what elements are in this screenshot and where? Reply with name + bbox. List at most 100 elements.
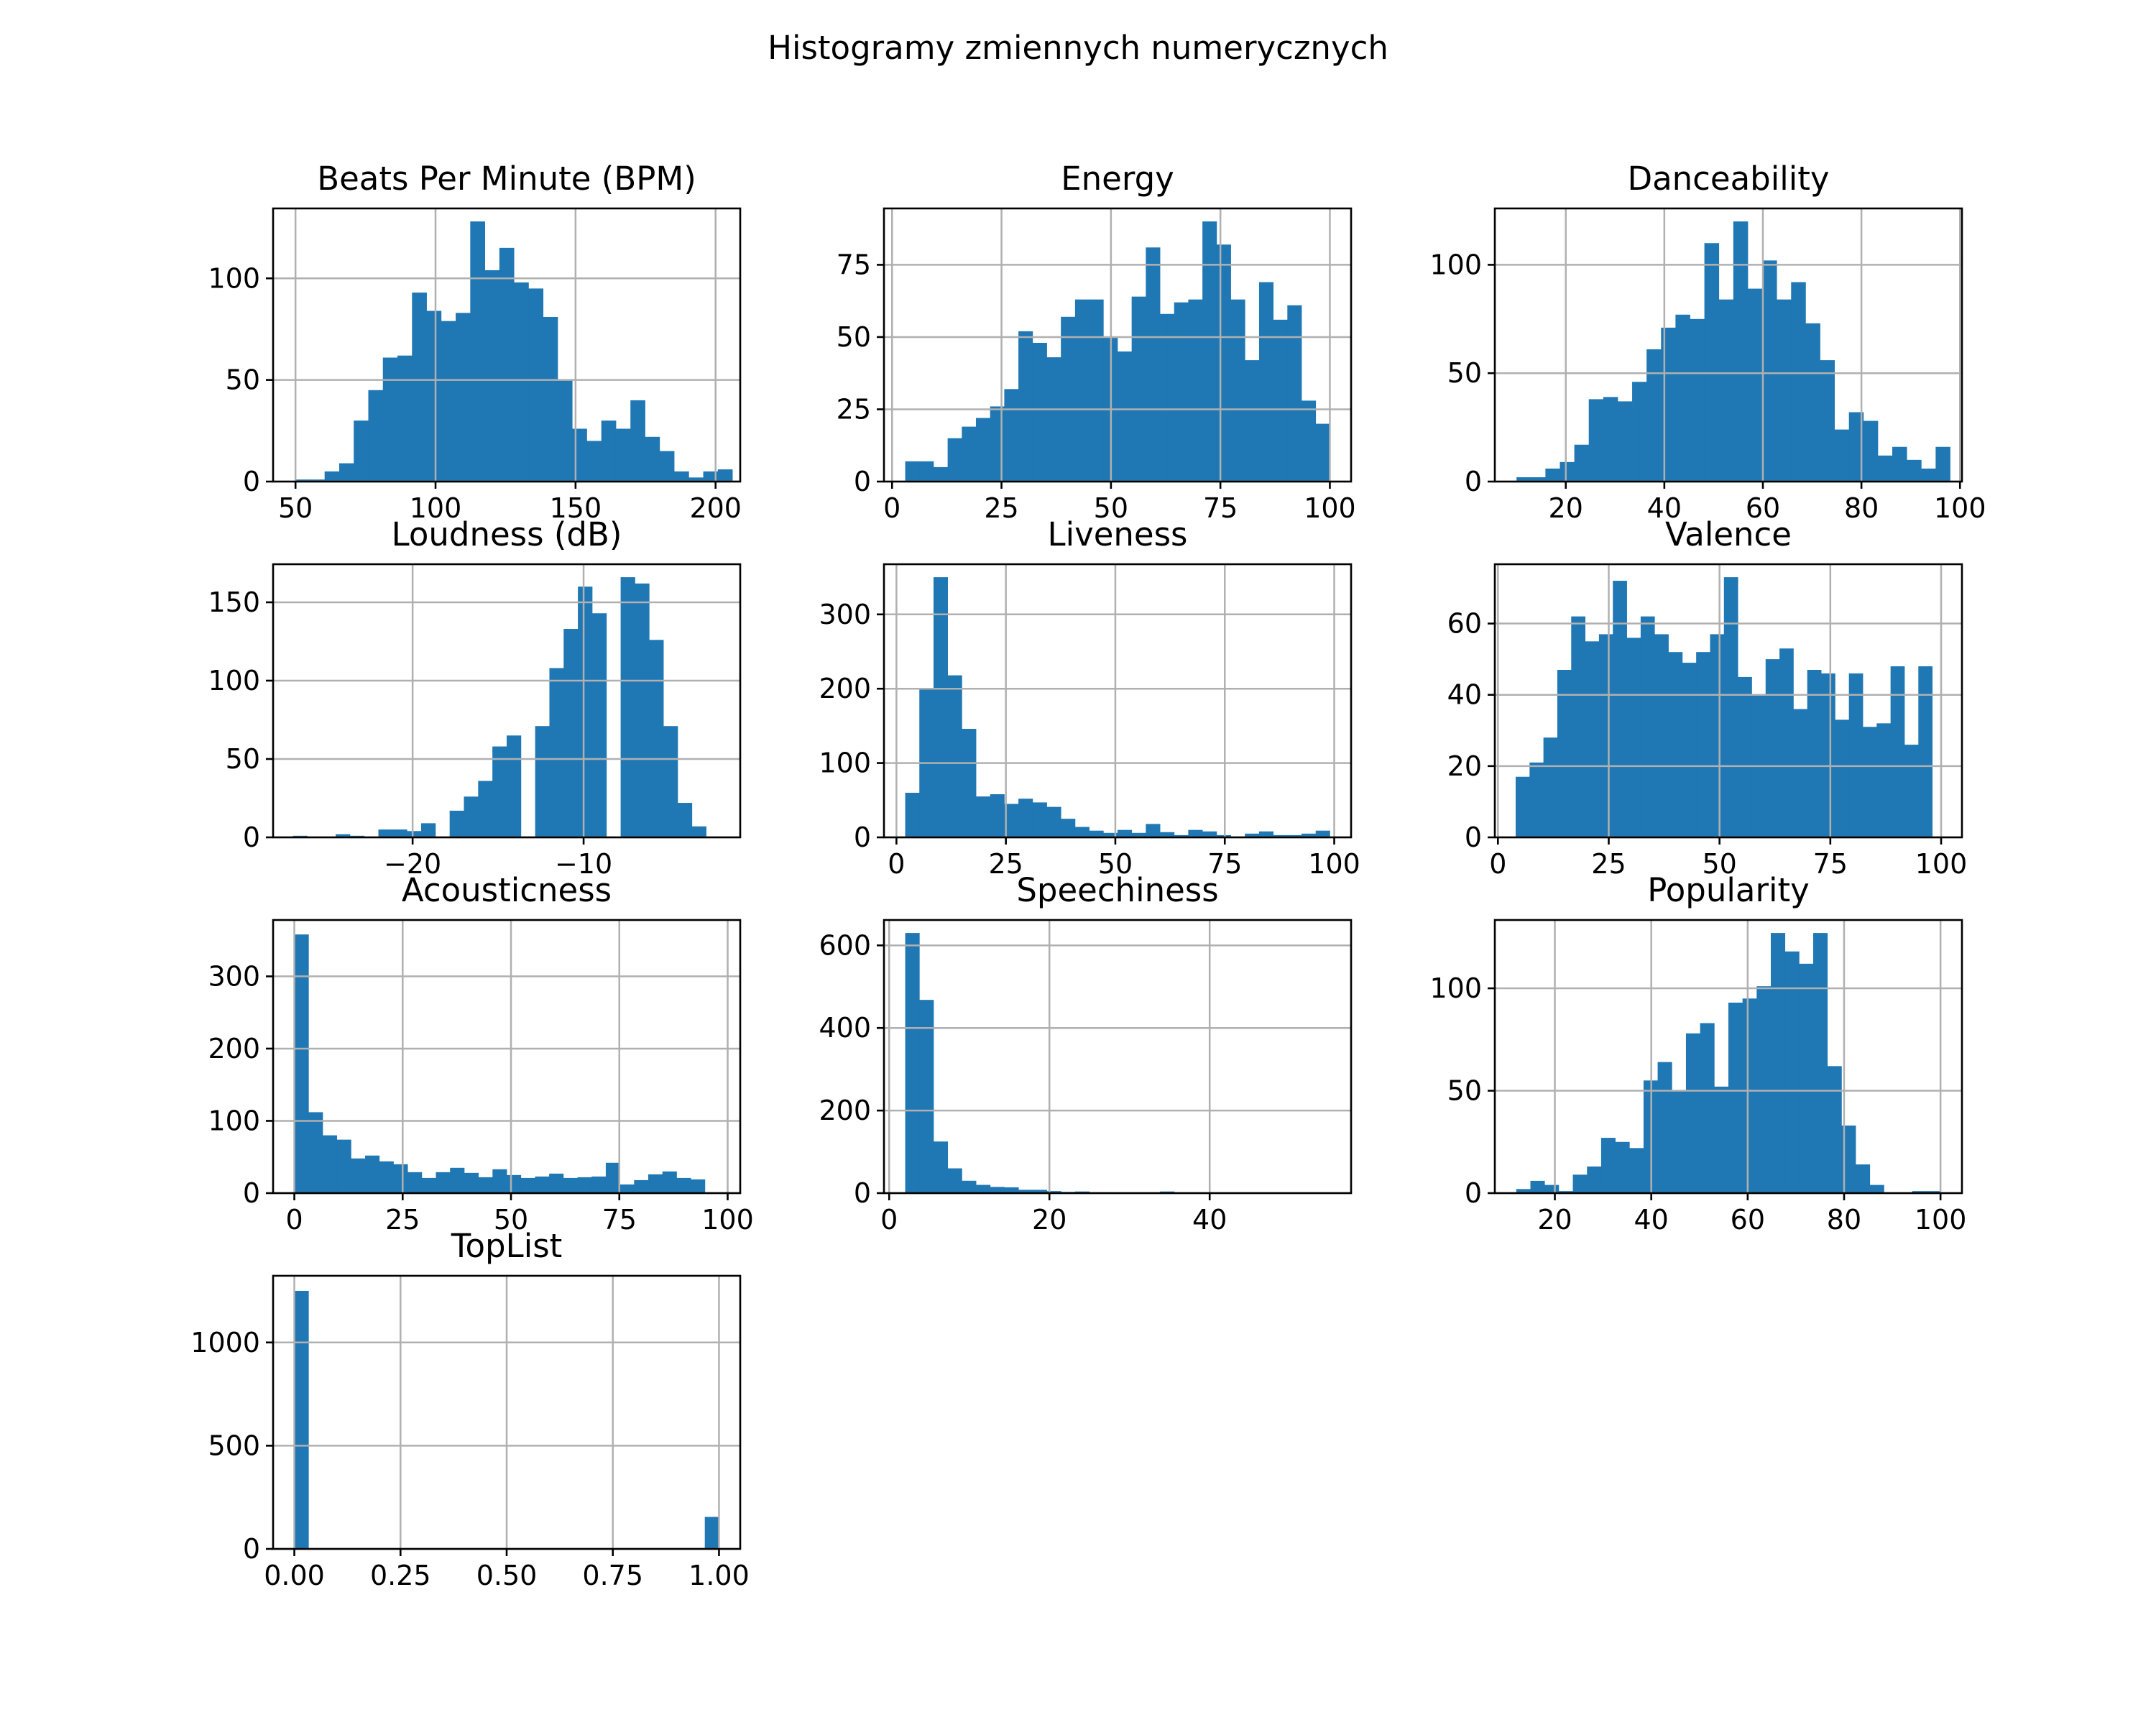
bar (1174, 834, 1189, 837)
bar (1302, 833, 1317, 837)
x-tick-label: 0.75 (582, 1560, 643, 1591)
bar (478, 1177, 493, 1193)
x-tick-label: 50 (1098, 848, 1133, 880)
bar (1640, 616, 1655, 837)
bar (1571, 616, 1585, 837)
bar (1646, 349, 1662, 482)
bar (674, 471, 689, 482)
x-tick-label: 0.50 (476, 1560, 538, 1591)
bar (1089, 299, 1104, 482)
y-tick-label: 0 (243, 1533, 260, 1565)
bar (1146, 824, 1161, 837)
bar (1770, 933, 1786, 1193)
x-tick-label: 60 (1731, 1204, 1765, 1236)
bar (1784, 951, 1800, 1193)
x-tick-label: 25 (988, 848, 1023, 880)
bar (535, 726, 550, 837)
bar (1046, 357, 1061, 482)
bar (976, 418, 991, 482)
bar (1841, 1125, 1856, 1193)
y-tick-label: 0 (854, 1177, 871, 1209)
panel-title: TopList (451, 1227, 563, 1265)
bar (1877, 455, 1893, 482)
bar (1615, 1141, 1630, 1193)
bar (557, 380, 573, 482)
bar (294, 934, 309, 1193)
bar (1856, 1164, 1871, 1193)
bar (962, 426, 977, 482)
panel-title: Popularity (1647, 871, 1810, 909)
bar (563, 629, 579, 837)
bar (294, 1290, 309, 1549)
bar (1718, 299, 1734, 482)
bar (1230, 299, 1245, 482)
x-tick-label: −10 (555, 848, 612, 880)
histogram-beats-per-minute-bpm: 50 100 150 200 0 50 100 Beats Per Minute (BPM) (208, 160, 742, 524)
bar (1728, 1002, 1743, 1193)
bar (520, 1177, 535, 1193)
bar (1273, 319, 1288, 482)
x-tick-label: 40 (1192, 1204, 1227, 1236)
bar (630, 400, 645, 482)
bar (634, 1179, 649, 1193)
y-tick-label: 600 (819, 929, 871, 961)
axes-frame (883, 207, 1353, 483)
bar (1600, 1138, 1616, 1193)
bar (1892, 446, 1907, 482)
bar (1661, 327, 1676, 482)
bar (499, 247, 515, 482)
x-tick-label: 100 (1308, 848, 1360, 880)
y-tick-label: 300 (208, 960, 260, 992)
bar (1682, 663, 1697, 837)
y-tick-label: 100 (1429, 972, 1482, 1004)
bar (1146, 247, 1161, 482)
y-tick-label: 25 (837, 393, 871, 425)
y-tick-label: 50 (1447, 357, 1482, 389)
bar (1258, 282, 1274, 482)
bar (1629, 1148, 1644, 1193)
y-tick-label: 100 (208, 1105, 260, 1136)
axes-frame (1493, 919, 1963, 1195)
figure-suptitle: Histogramy zmiennych numerycznych (768, 29, 1388, 67)
bar (1188, 299, 1203, 482)
bar (662, 1171, 677, 1193)
bar (324, 471, 340, 482)
bar (676, 1177, 691, 1193)
y-tick-label: 40 (1447, 679, 1482, 711)
bar (1543, 737, 1558, 837)
bar (663, 726, 678, 837)
bar (572, 428, 587, 482)
bar (421, 823, 436, 837)
histogram-popularity: 20 40 60 80 100 0 50 100 Popularity (1429, 871, 1966, 1236)
bar (1516, 477, 1531, 482)
bar (1654, 634, 1669, 837)
bar (1258, 831, 1274, 837)
bar (1935, 446, 1950, 482)
bar (947, 1168, 962, 1193)
bar (1245, 833, 1260, 837)
y-tick-label: 0 (1465, 822, 1482, 853)
bar (336, 834, 351, 837)
bar (919, 1000, 934, 1193)
bar (1032, 342, 1047, 482)
bar (577, 1177, 592, 1193)
bar (470, 221, 485, 482)
histogram-valence: 0 25 50 75 100 0 20 40 60 Valence (1447, 515, 1968, 880)
axes-frame (272, 207, 742, 483)
bar (1765, 659, 1780, 837)
x-tick-label: 80 (1844, 492, 1879, 524)
bar (1890, 666, 1905, 837)
bar (1869, 1184, 1884, 1193)
bar (1287, 834, 1302, 837)
y-tick-label: 0 (1465, 1177, 1482, 1209)
bar (1834, 429, 1850, 482)
bar (1018, 799, 1033, 837)
y-tick-label: 0 (243, 1177, 260, 1209)
bar (392, 829, 407, 837)
bar (615, 428, 631, 482)
bar (1700, 1023, 1715, 1193)
bar (464, 1172, 479, 1193)
bar (338, 463, 354, 482)
bar (1863, 727, 1877, 837)
